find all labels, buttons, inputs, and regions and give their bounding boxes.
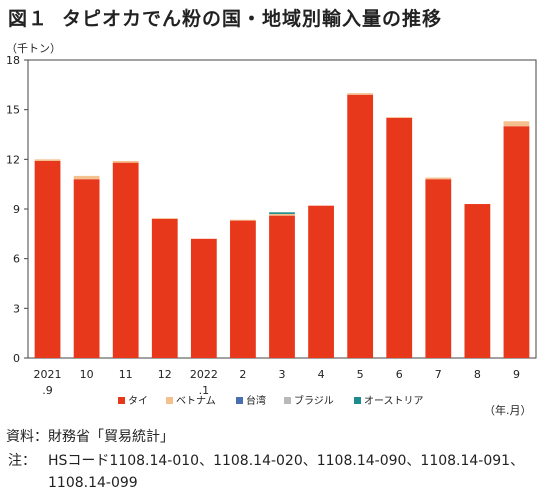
bar-1-6 — [230, 220, 256, 358]
bar-1-10 — [386, 117, 413, 358]
bar-1-13 — [503, 126, 530, 358]
bar-1-12 — [464, 204, 491, 358]
bar-2-1 — [34, 159, 61, 161]
y-tick-label: 6 — [13, 253, 20, 266]
legend-swatch-2 — [166, 397, 173, 404]
legend-swatch-5 — [354, 397, 361, 404]
note: 注： HSコード1108.14-010、1108.14-020、1108.14-0… — [8, 450, 544, 494]
bar-1-11 — [425, 179, 452, 358]
legend-label-3: 台湾 — [246, 394, 266, 407]
bar-1-4 — [151, 218, 178, 358]
bar-chart: 0 3 6 9 12 15 18 2021 .9 10 11 12 2022 .1 2 3 4 5 6 7 8 9 タイ ベト… — [6, 54, 537, 407]
legend-swatch-3 — [236, 397, 243, 404]
y-tick-label: 0 — [13, 352, 20, 365]
title-text: タピオカでん粉の国・地域別輸入量の推移 — [62, 8, 443, 30]
bar-2-13 — [503, 121, 530, 127]
bar-1-5 — [190, 238, 217, 358]
y-tick-label: 15 — [6, 104, 20, 117]
bar-5-7 — [269, 212, 295, 214]
x-tick-label: 2022 — [190, 368, 218, 381]
y-tick-label: 3 — [13, 302, 20, 315]
x-tick-label: 9 — [513, 368, 520, 381]
chart-title: 図１ タピオカでん粉の国・地域別輸入量の推移 — [8, 4, 442, 31]
legend-label-1: タイ — [128, 395, 148, 407]
x-tick-label: 3 — [279, 368, 286, 381]
legend-label-2: ベトナム — [176, 395, 216, 407]
y-axis-unit-label: （千トン） — [6, 42, 61, 55]
bar-1-9 — [347, 94, 374, 359]
bar-2-4 — [151, 218, 178, 219]
bar-2-7 — [269, 213, 295, 216]
y-tick-label: 12 — [6, 153, 20, 166]
x-axis-unit-label: （年.月） — [484, 404, 532, 417]
bar-2-9 — [347, 93, 374, 95]
bar-1-8 — [308, 205, 334, 358]
x-tick-label: 11 — [119, 368, 133, 381]
source-text: 資料：財務省「貿易統計」 — [6, 429, 174, 445]
bar-1-7 — [269, 215, 295, 358]
x-tick-label: 12 — [158, 368, 172, 381]
x-tick-label: .9 — [42, 384, 53, 397]
note-text: HSコード1108.14-010、1108.14-020、1108.14-090… — [48, 453, 525, 491]
y-tick-label: 18 — [6, 54, 20, 67]
bar-2-3 — [112, 160, 139, 163]
bar-1-3 — [112, 162, 139, 358]
note-label: 注： — [8, 453, 36, 469]
bar-2-2 — [73, 175, 100, 180]
legend-label-4: ブラジル — [294, 394, 334, 407]
bar-1-2 — [73, 179, 100, 358]
bar-1-1 — [34, 160, 61, 358]
bar-2-11 — [425, 177, 452, 180]
x-tick-label: 10 — [80, 368, 94, 381]
legend-swatch-1 — [118, 397, 125, 404]
x-tick-label: 2021 — [34, 368, 62, 381]
x-tick-label: 8 — [474, 368, 481, 381]
x-tick-label: 6 — [396, 368, 403, 381]
bar-2-6 — [230, 219, 256, 221]
bar-2-10 — [386, 117, 413, 118]
y-tick-label: 9 — [13, 203, 20, 216]
figure-label: 図１ — [8, 8, 49, 30]
legend-label-5: オーストリア — [364, 395, 424, 407]
x-tick-label: .1 — [199, 384, 210, 397]
x-tick-label: 4 — [318, 368, 325, 381]
x-tick-label: 7 — [435, 368, 442, 381]
x-tick-label: 5 — [357, 368, 364, 381]
x-tick-label: 2 — [239, 368, 246, 381]
legend-swatch-4 — [284, 397, 291, 404]
